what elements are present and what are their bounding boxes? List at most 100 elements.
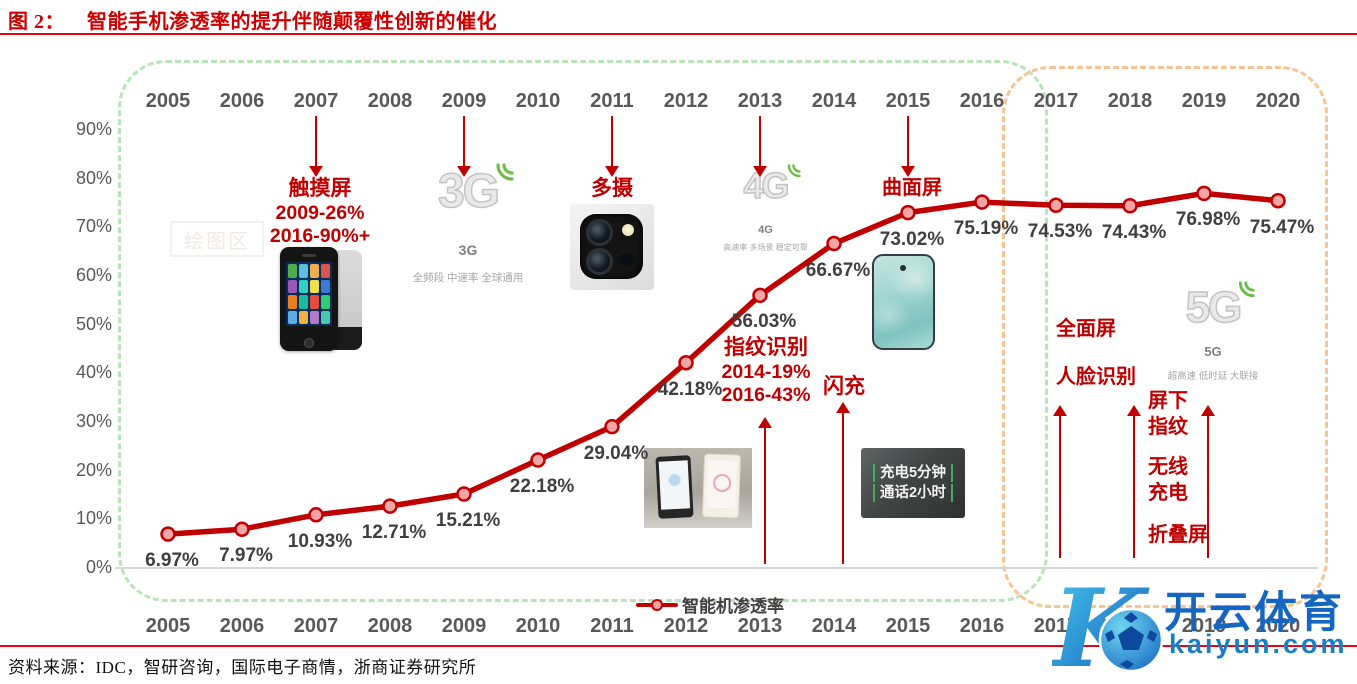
data-point-label: 10.93%	[287, 530, 353, 552]
5g-name: 5G	[1204, 344, 1222, 359]
bottom-year-label: 2008	[367, 615, 413, 637]
annotation-flash-charge: 闪充	[823, 375, 865, 398]
watermark-domain: kaiyun.com	[1169, 629, 1348, 659]
app-icon	[299, 264, 308, 278]
y-tick-label: 30%	[75, 410, 112, 431]
data-point-marker	[752, 287, 768, 304]
charge-slogan-line1: 充电5分钟	[872, 463, 954, 483]
data-point-label: 29.04%	[583, 442, 649, 464]
app-icon	[321, 279, 330, 293]
top-year-label: 2007	[293, 90, 339, 112]
data-point-marker	[900, 204, 916, 221]
figure-title-text: 智能手机渗透率的提升伴随颠覆性创新的催化	[87, 11, 497, 33]
top-year-label: 2012	[663, 90, 709, 112]
data-point-marker	[456, 486, 472, 502]
app-icon	[288, 310, 297, 324]
top-year-label: 2016	[959, 90, 1005, 112]
app-icon	[310, 264, 319, 278]
data-point-marker	[308, 507, 324, 523]
data-point-marker	[1122, 198, 1138, 214]
annotation-under-screen-fingerprint: 屏下 指纹	[1148, 390, 1188, 438]
camera-lens-icon	[586, 248, 613, 275]
data-point-label: 12.71%	[361, 522, 427, 544]
x-axis-line	[115, 567, 1318, 569]
annotation-fold-screen: 折叠屏	[1148, 524, 1208, 546]
annotation-touchscreen: 触摸屏 2009-26% 2016-90%+	[250, 176, 390, 249]
camera-flash-icon	[622, 224, 634, 236]
camera-sensor-icon	[620, 253, 633, 266]
5g-logo: 5G 5G 超高速 低时延 大联接	[1150, 281, 1276, 382]
bottom-year-label: 2010	[515, 615, 561, 637]
app-icon	[310, 310, 319, 324]
top-year-label: 2013	[737, 90, 783, 112]
app-icon	[321, 264, 330, 278]
signal-arcs-icon	[1239, 281, 1255, 298]
top-year-label: 2008	[367, 90, 413, 112]
iphone-front-view	[280, 247, 338, 351]
year-2015-down-arrow	[906, 116, 910, 166]
4g-description: 高速率 多场景 稳定可靠	[723, 243, 808, 252]
y-tick-label: 40%	[75, 362, 112, 383]
pre-2016-era-box	[118, 60, 1048, 602]
data-point-marker	[826, 235, 842, 252]
plot-area-watermark: 绘图区	[170, 221, 264, 257]
top-year-label: 2011	[590, 90, 634, 112]
4g-logo: 4G 4G 高速率 多场景 稳定可靠	[718, 164, 813, 253]
year-2011-down-arrow	[610, 116, 614, 166]
fingerprint-stat-2016: 2016-43%	[721, 384, 811, 407]
bottom-year-label: 2014	[811, 615, 857, 637]
data-point-label: 6.97%	[145, 550, 199, 572]
data-point-label: 15.21%	[435, 509, 501, 531]
bottom-year-label: 2009	[441, 615, 487, 637]
data-point-marker	[234, 521, 250, 537]
top-year-label: 2010	[515, 90, 561, 112]
year-2007-down-arrow	[314, 116, 318, 166]
app-icon	[299, 295, 308, 309]
title-divider	[0, 33, 1357, 35]
5g-glyph: 5G	[1185, 283, 1243, 332]
annotation-fingerprint: 指纹识别 2014-19% 2016-43%	[696, 335, 836, 408]
post-2017-era-box	[1002, 66, 1328, 608]
4g-name: 4G	[758, 224, 773, 236]
iphone-home-button	[304, 338, 314, 348]
touchscreen-stat-2016: 2016-90%+	[269, 225, 371, 248]
3g-description: 全频段 中速率 全球通用	[412, 272, 524, 284]
annotation-multi-camera: 多摄	[591, 177, 633, 200]
data-point-marker	[974, 194, 990, 210]
multi-camera-module-image	[570, 204, 654, 290]
year-2019-up-arrow	[1206, 416, 1210, 558]
data-point-label: 73.02%	[879, 228, 945, 250]
year-2013-down-arrow	[758, 116, 762, 166]
annotation-curved-screen: 曲面屏	[882, 177, 942, 199]
app-icon	[310, 279, 319, 293]
bottom-year-label: 2013	[737, 615, 783, 637]
legend-line-marker-icon	[636, 602, 678, 607]
source-note: 资料来源：IDC，智研咨询，国际电子商情，浙商证券研究所	[8, 658, 477, 677]
data-point-marker	[1048, 197, 1064, 214]
data-point-marker	[530, 452, 546, 468]
data-point-marker	[382, 498, 398, 514]
data-point-label: 56.03%	[731, 311, 797, 333]
iphone-speaker	[302, 254, 316, 257]
legend-label: 智能机渗透率	[682, 597, 784, 616]
top-year-label: 2014	[811, 90, 857, 112]
y-tick-label: 20%	[75, 459, 112, 480]
app-icon	[321, 295, 330, 309]
bottom-year-label: 2015	[885, 615, 931, 637]
fingerprint-title: 指纹识别	[724, 336, 808, 359]
fingerprint-up-arrow	[763, 428, 767, 564]
iphone-2g-image	[270, 247, 370, 353]
penetration-line	[165, 190, 1281, 537]
data-point-label: 22.18%	[509, 476, 575, 498]
bottom-year-label: 2012	[663, 615, 709, 637]
app-icon	[288, 279, 297, 293]
annotation-full-screen: 全面屏	[1056, 318, 1116, 340]
5g-description: 超高速 低时延 大联接	[1167, 371, 1259, 382]
fingerprint-stat-2014: 2014-19%	[721, 360, 811, 383]
curved-screen-phone-image	[855, 252, 953, 352]
data-point-label: 66.67%	[805, 259, 871, 281]
y-tick-label: 80%	[75, 167, 112, 188]
bottom-year-label: 2020	[1255, 615, 1301, 637]
top-year-label: 2009	[441, 90, 487, 112]
